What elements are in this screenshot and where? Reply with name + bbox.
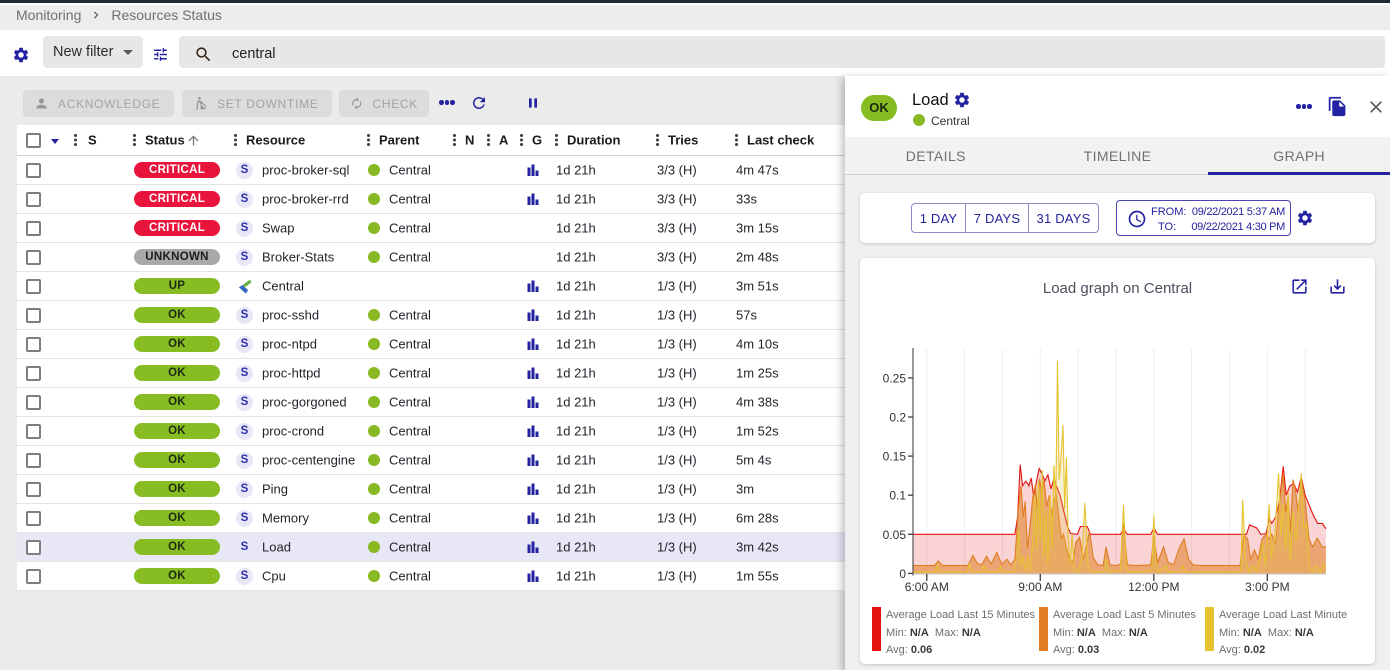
- svg-text:0.2: 0.2: [889, 411, 906, 425]
- svg-text:0.25: 0.25: [883, 371, 907, 385]
- svg-text:0.1: 0.1: [889, 489, 906, 503]
- svg-text:0.15: 0.15: [883, 450, 907, 464]
- svg-text:0: 0: [899, 567, 906, 581]
- svg-text:9:00 AM: 9:00 AM: [1018, 580, 1062, 594]
- svg-text:6:00 AM: 6:00 AM: [905, 580, 949, 594]
- svg-text:3:00 PM: 3:00 PM: [1245, 580, 1290, 594]
- svg-text:12:00 PM: 12:00 PM: [1128, 580, 1179, 594]
- svg-text:0.05: 0.05: [883, 528, 907, 542]
